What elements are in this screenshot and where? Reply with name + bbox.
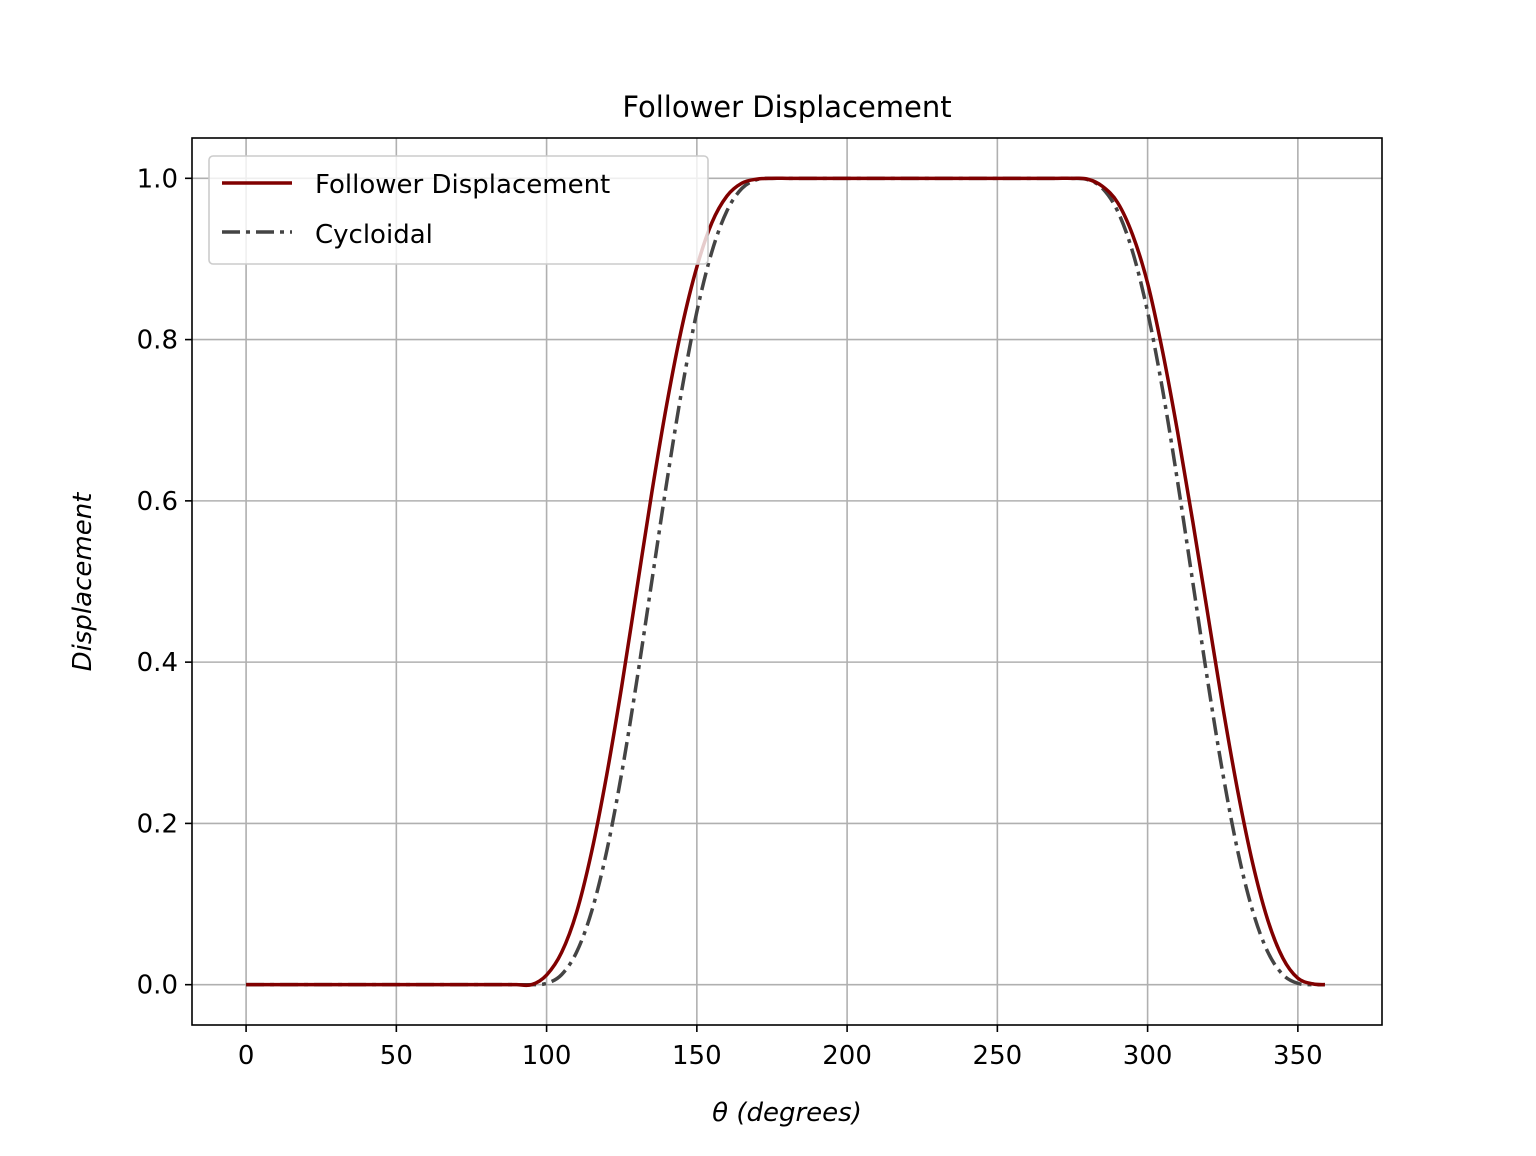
legend: Follower Displacement Cycloidal	[208, 155, 709, 265]
series-line-cycloidal	[246, 176, 1325, 987]
x-axis-label: θ (degrees)	[712, 1098, 862, 1128]
series-lines	[246, 176, 1326, 988]
y-tick-label: 0.6	[137, 487, 178, 517]
x-tick-label: 0	[238, 1041, 255, 1071]
series-line-follower	[246, 176, 1326, 988]
x-tick-label: 150	[672, 1041, 722, 1071]
x-tick-label: 300	[1123, 1041, 1173, 1071]
chart-title: Follower Displacement	[622, 90, 951, 124]
x-tick-label: 50	[380, 1041, 413, 1071]
x-axis: 0 50 100 150 200 250 300 350	[238, 1025, 1323, 1071]
plot-frame	[191, 137, 1383, 1026]
legend-label-cycloidal: Cycloidal	[315, 220, 433, 250]
x-tick-label: 100	[522, 1041, 572, 1071]
y-tick-label: 0.2	[137, 809, 178, 839]
y-axis: 0.0 0.2 0.4 0.6 0.8 1.0	[137, 164, 192, 1001]
y-tick-label: 1.0	[137, 164, 178, 194]
x-tick-label: 250	[973, 1041, 1023, 1071]
x-tick-label: 200	[822, 1041, 872, 1071]
legend-box	[208, 155, 709, 265]
y-axis-label: Displacement	[68, 492, 98, 672]
y-tick-label: 0.4	[137, 648, 178, 678]
y-tick-label: 0.0	[137, 971, 178, 1001]
y-tick-label: 0.8	[137, 326, 178, 356]
x-tick-label: 350	[1273, 1041, 1323, 1071]
legend-label-follower: Follower Displacement	[315, 170, 610, 200]
